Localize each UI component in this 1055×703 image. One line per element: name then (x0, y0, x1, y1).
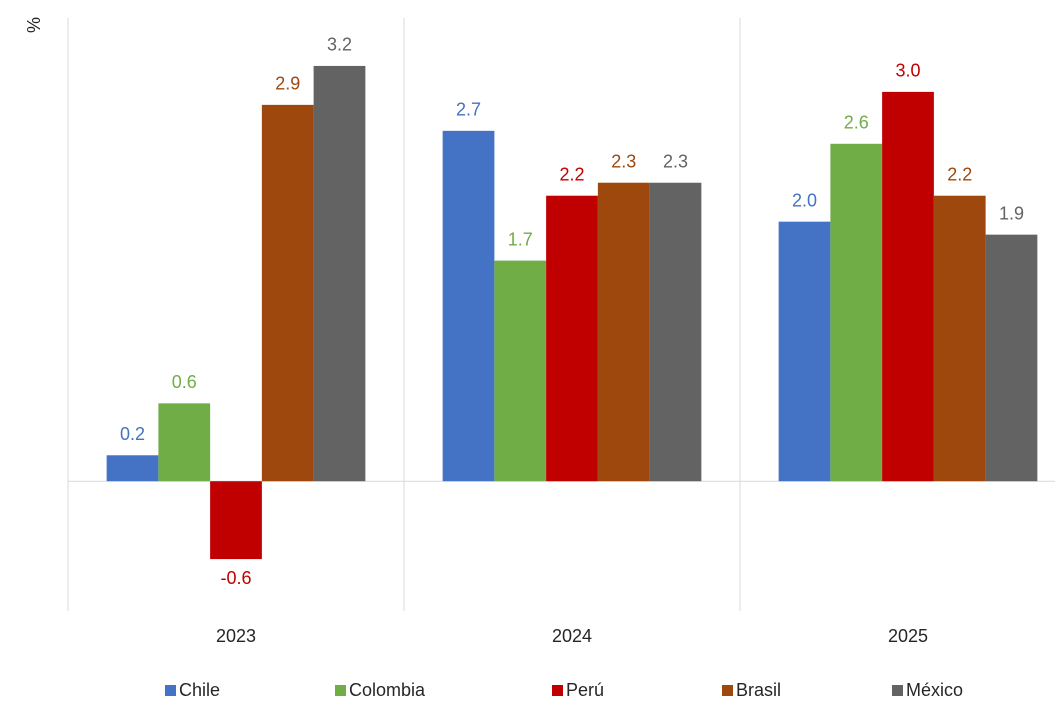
x-tick-label: 2023 (216, 626, 256, 646)
bar (158, 403, 211, 482)
legend-label: Colombia (349, 680, 426, 700)
data-label: 3.0 (895, 61, 920, 81)
legend-swatch (892, 685, 903, 696)
data-label: 1.7 (508, 229, 533, 249)
legend-swatch (165, 685, 176, 696)
bar (649, 182, 702, 482)
bar (830, 143, 883, 482)
x-tick-label: 2025 (888, 626, 928, 646)
data-label: 2.2 (559, 164, 584, 184)
data-label: 2.0 (792, 190, 817, 210)
bar (210, 481, 262, 560)
bar (313, 65, 366, 482)
data-label: 2.6 (844, 113, 869, 133)
bar (778, 221, 831, 482)
legend-label: Perú (566, 680, 604, 700)
bar (933, 195, 986, 482)
bar (546, 195, 598, 482)
data-label: -0.6 (220, 568, 251, 588)
legend-swatch (722, 685, 733, 696)
bar (985, 234, 1038, 482)
data-label: 2.3 (663, 151, 688, 171)
data-label: 0.6 (172, 372, 197, 392)
legend-label: México (906, 680, 963, 700)
data-label: 2.9 (275, 74, 300, 94)
data-label: 3.2 (327, 35, 352, 55)
legend-swatch (552, 685, 563, 696)
legend-label: Brasil (736, 680, 781, 700)
x-tick-label: 2024 (552, 626, 592, 646)
bar (261, 104, 314, 482)
bar (882, 91, 934, 482)
legend-swatch (335, 685, 346, 696)
data-label: 0.2 (120, 424, 145, 444)
data-label: 2.3 (611, 151, 636, 171)
data-label: 2.7 (456, 100, 481, 120)
data-label: 1.9 (999, 203, 1024, 223)
y-axis-label: % (24, 17, 44, 33)
legend-label: Chile (179, 680, 220, 700)
bar (442, 130, 495, 482)
bar (106, 455, 159, 482)
bar (597, 182, 650, 482)
data-label: 2.2 (947, 164, 972, 184)
bar (494, 260, 547, 482)
